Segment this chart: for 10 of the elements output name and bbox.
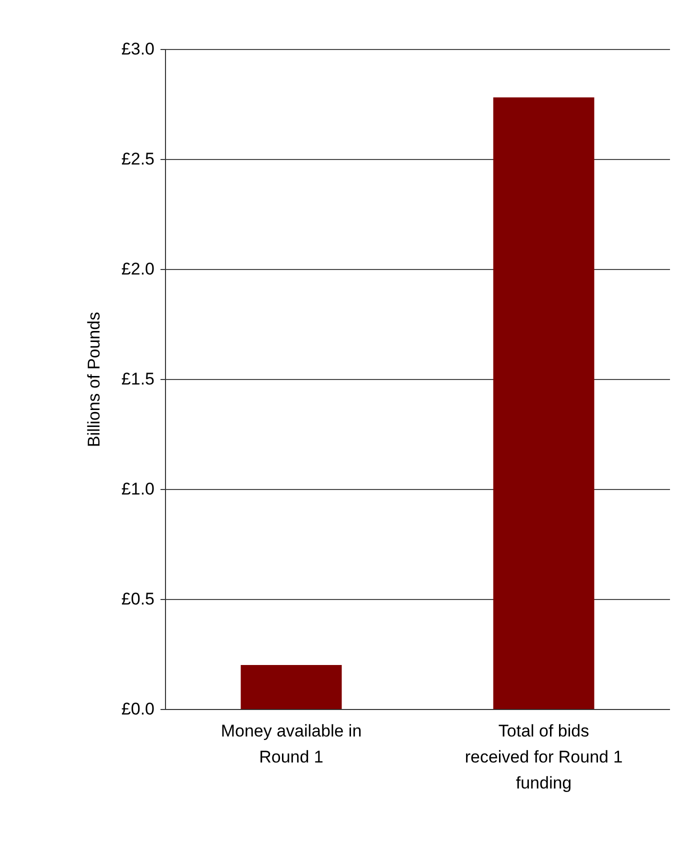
- y-tick-label: £1.5: [121, 370, 154, 388]
- x-tick-label: Money available in Round 1: [220, 722, 362, 766]
- x-tick-label: Total of bids received for Round 1 funding: [464, 722, 623, 792]
- y-tick-label: £2.0: [121, 260, 154, 278]
- y-tick-label: £3.0: [121, 40, 154, 58]
- y-tick-label: £1.0: [121, 480, 154, 498]
- y-tick-label: £2.5: [121, 150, 154, 168]
- y-tick-label: £0.5: [121, 590, 154, 608]
- y-tick-label: £0.0: [121, 700, 154, 718]
- y-axis-title: Billions of Pounds: [84, 312, 104, 448]
